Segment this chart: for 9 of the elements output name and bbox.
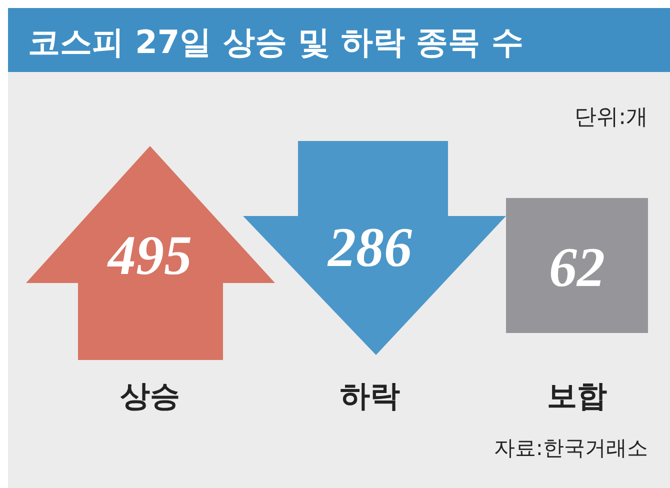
category-label: 보합 [547,379,607,414]
data-label: 62 [549,237,605,299]
text: 단위:개 [574,105,648,130]
data-label: 495 [107,225,192,287]
text: 자료:한국거래소 [494,436,648,460]
text: 코스피 27일 상승 및 하락 종목 수 [28,23,524,61]
data-label: 286 [327,217,412,279]
category-label: 상승 [120,379,180,414]
category-label: 하락 [340,379,400,414]
